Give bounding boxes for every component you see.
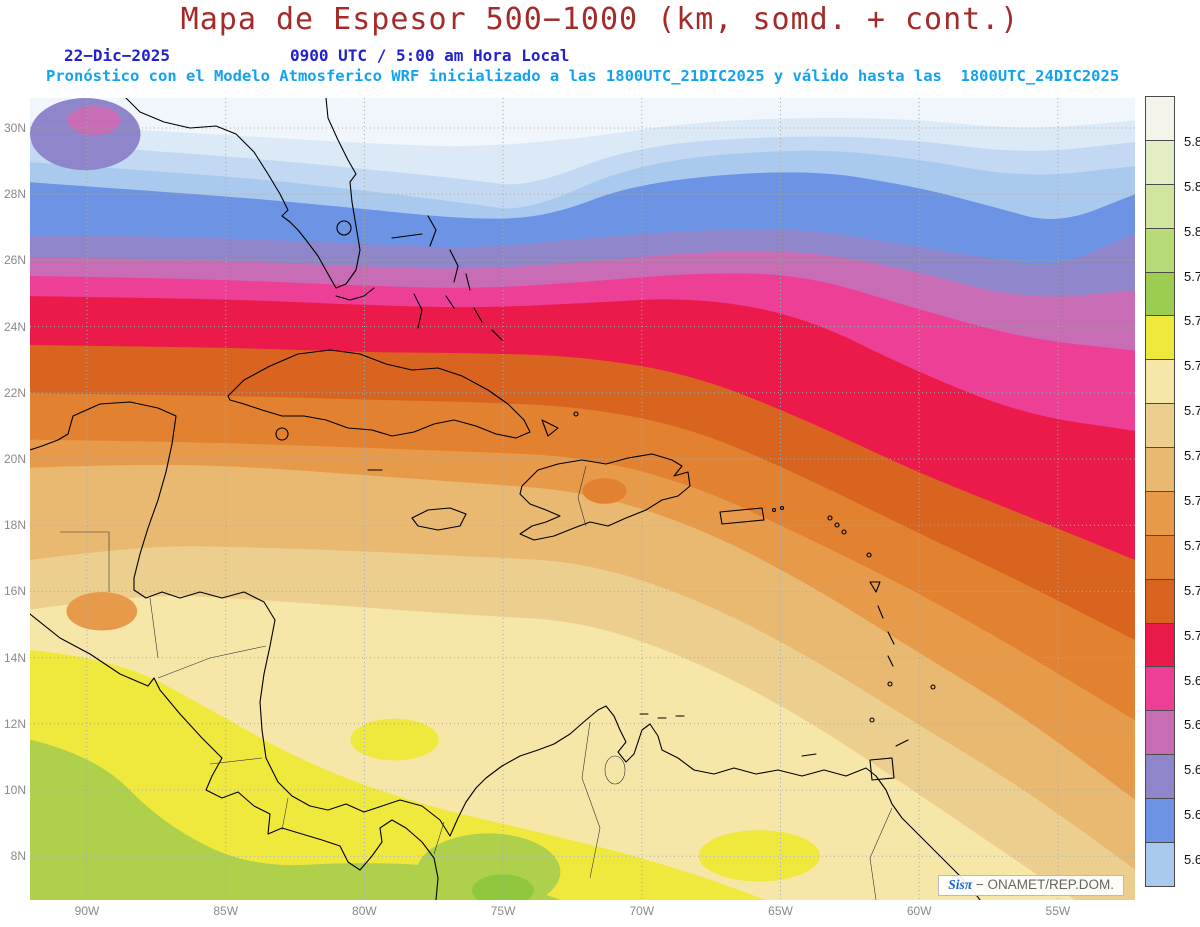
lake-maracaibo: [604, 755, 626, 785]
colorbar: [1145, 96, 1175, 887]
page-title: Mapa de Espesor 500−1000 (km, somd. + co…: [180, 2, 1020, 37]
coastline-bahamas: [391, 215, 559, 437]
colorbar-swatch-0: [1145, 96, 1175, 141]
colorbar-swatch-11: [1145, 578, 1175, 624]
lon-tick-55W: 55W: [1045, 904, 1071, 918]
colorbar-swatch-16: [1145, 798, 1175, 843]
contour-band-15: [30, 649, 766, 900]
lon-tick-80W: 80W: [352, 904, 377, 918]
lesser-antilles: [639, 515, 936, 781]
coastline-hispaniola: [519, 453, 691, 541]
contour-band-16: [30, 739, 561, 900]
colorbar-level-5.783: 5.783: [1184, 313, 1200, 329]
border-haiti-dr: [577, 465, 587, 527]
coastline-pacific: [30, 613, 439, 900]
thickness-contour-map: [30, 98, 1135, 900]
colorbar-level-5.795: 5.795: [1184, 268, 1200, 284]
colorbar-swatch-4: [1145, 271, 1175, 317]
turks-island: [573, 411, 579, 417]
colorbar-level-5.772: 5.772: [1184, 358, 1200, 374]
colorbar-swatch-5: [1145, 315, 1175, 361]
colorbar-swatch-13: [1145, 666, 1175, 712]
coastline-trinidad: [869, 757, 895, 781]
forecast-model-info: Pronóstico con el Modelo Atmosferico WRF…: [46, 67, 1120, 85]
lat-tick-22N: 22N: [3, 385, 26, 400]
colorbar-swatch-1: [1145, 139, 1175, 185]
colorbar-level-5.76: 5.76: [1184, 403, 1200, 419]
isla-juventud: [275, 427, 289, 441]
lat-tick-24N: 24N: [3, 319, 26, 334]
colorbar-level-5.819: 5.819: [1184, 178, 1200, 194]
contour-band-layer: [30, 98, 1135, 900]
margarita: [801, 753, 817, 757]
colorbar-level-5.712: 5.712: [1184, 582, 1200, 598]
colorbar-level-5.664: 5.664: [1184, 762, 1200, 778]
colorbar-level-5.736: 5.736: [1184, 493, 1200, 508]
colorbar-swatch-9: [1145, 490, 1175, 536]
lon-tick-70W: 70W: [629, 904, 655, 918]
political-borders: [60, 531, 893, 900]
colorbar-level-5.652: 5.652: [1184, 807, 1200, 823]
coastline-puerto-rico: [719, 507, 765, 525]
colorbar-level-5.748: 5.748: [1184, 448, 1200, 464]
contour-patch-1: [67, 106, 121, 135]
lat-tick-30N: 30N: [3, 121, 26, 135]
lat-tick-18N: 18N: [3, 518, 26, 533]
colorbar-swatch-6: [1145, 359, 1175, 405]
contour-patch-3: [472, 874, 534, 900]
watermark-text: − ONAMET/REP.DOM.: [972, 877, 1114, 892]
lat-tick-26N: 26N: [3, 253, 26, 268]
coastline-florida: [125, 98, 361, 289]
colorbar-level-5.676: 5.676: [1184, 717, 1200, 733]
colorbar-level-5.724: 5.724: [1184, 537, 1200, 553]
coastline-mainland-caribbean: [30, 401, 981, 900]
colorbar-swatch-7: [1145, 403, 1175, 448]
contour-patch-7: [582, 478, 627, 504]
contour-patch-6: [66, 592, 138, 631]
colorbar-swatch-10: [1145, 534, 1175, 580]
colorbar-level-5.831: 5.831: [1184, 133, 1200, 149]
lat-tick-16N: 16N: [3, 584, 26, 599]
lat-tick-28N: 28N: [3, 187, 26, 202]
watermark-brand: Sisπ: [948, 877, 973, 892]
colorbar-swatch-17: [1145, 841, 1175, 887]
lat-tick-10N: 10N: [3, 783, 26, 797]
lake-okeechobee: [336, 220, 352, 236]
latlon-grid: [30, 98, 1135, 900]
lon-tick-90W: 90W: [74, 904, 100, 918]
colorbar-swatch-8: [1145, 447, 1175, 492]
colorbar-swatch-2: [1145, 183, 1175, 229]
lon-tick-60W: 60W: [906, 904, 932, 918]
lon-tick-85W: 85W: [213, 904, 239, 918]
watermark-badge: Sisπ − ONAMET/REP.DOM.: [938, 875, 1124, 896]
coastline-florida-keys: [335, 287, 375, 301]
colorbar-swatch-3: [1145, 227, 1175, 273]
contour-patch-5: [350, 718, 439, 761]
abc-islands: [639, 713, 685, 719]
colorbar-swatch-15: [1145, 754, 1175, 799]
lat-tick-20N: 20N: [3, 452, 26, 466]
colorbar-level-5.807: 5.807: [1184, 223, 1200, 239]
forecast-date: 22−Dic−2025: [64, 46, 170, 65]
virgin-islands-2: [779, 505, 785, 511]
lon-tick-75W: 75W: [490, 904, 516, 918]
forecast-time: 0900 UTC / 5:00 am Hora Local: [290, 46, 570, 65]
colorbar-level-5.688: 5.688: [1184, 672, 1200, 688]
coastline-cuba: [227, 349, 531, 439]
coastline-jamaica: [411, 507, 467, 531]
contour-patch-4: [698, 830, 821, 882]
virgin-islands: [771, 507, 777, 513]
lon-tick-65W: 65W: [768, 904, 793, 918]
lat-tick-8N: 8N: [10, 849, 26, 864]
contour-patch-layer: [30, 98, 821, 900]
lat-tick-12N: 12N: [3, 716, 26, 731]
colorbar-level-5.7: 5.7: [1184, 627, 1200, 643]
colorbar-swatch-12: [1145, 622, 1175, 668]
colorbar-level-5.64: 5.64: [1184, 852, 1200, 868]
coastlines: [30, 98, 981, 900]
lat-tick-14N: 14N: [3, 650, 26, 665]
colorbar-swatch-14: [1145, 710, 1175, 756]
